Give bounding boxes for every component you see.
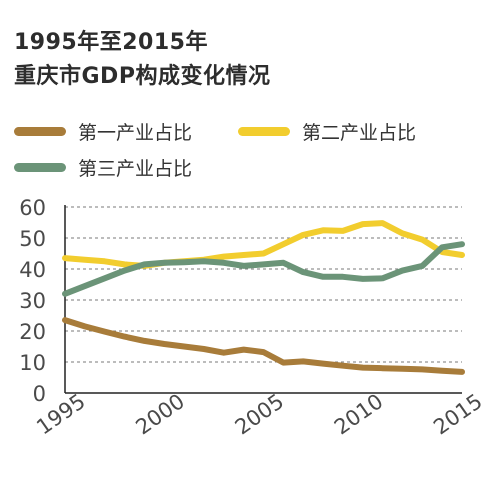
- y-tick-label-50: 50: [19, 227, 46, 251]
- legend-swatch-primary: [14, 127, 66, 136]
- x-tick-label-2015: 2015: [429, 389, 487, 439]
- legend-label-tertiary: 第三产业占比: [78, 158, 193, 180]
- y-tick-label-10: 10: [19, 351, 46, 375]
- y-tick-label-40: 40: [19, 258, 46, 282]
- x-tick-label-2005: 2005: [231, 389, 289, 439]
- chart-title-line2: 重庆市GDP构成变化情况: [14, 64, 271, 89]
- x-tick-label-2010: 2010: [330, 389, 388, 439]
- legend-item-secondary: 第二产业占比: [238, 118, 416, 145]
- legend-swatch-tertiary: [14, 163, 66, 172]
- legend-item-primary: 第一产业占比: [14, 118, 192, 145]
- y-tick-label-30: 30: [19, 289, 46, 313]
- series-line-2: [62, 220, 465, 269]
- legend-label-secondary: 第二产业占比: [302, 122, 417, 144]
- y-tick-label-0: 0: [33, 382, 46, 406]
- legend-swatch-secondary: [238, 127, 290, 136]
- y-tick-label-20: 20: [19, 320, 46, 344]
- chart-title-line1: 1995年至2015年: [14, 30, 208, 55]
- legend-item-tertiary: 第三产业占比: [14, 154, 192, 181]
- series-line-3: [62, 241, 465, 297]
- series-line-1: [62, 317, 465, 375]
- x-tick-label-2000: 2000: [131, 389, 189, 439]
- legend-label-primary: 第一产业占比: [78, 122, 193, 144]
- y-tick-label-60: 60: [19, 196, 46, 220]
